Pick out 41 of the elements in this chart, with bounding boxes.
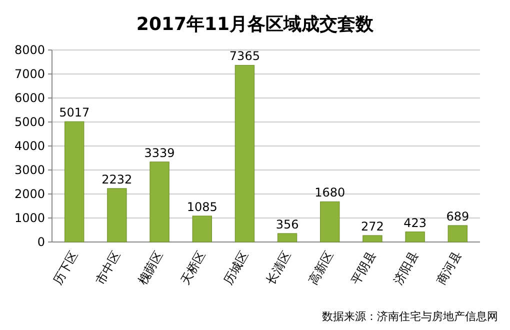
- y-tick-label: 1000: [14, 211, 45, 226]
- y-tick-label: 5000: [14, 115, 45, 130]
- bar: [234, 64, 255, 242]
- data-label: 5017: [59, 106, 90, 120]
- bar: [320, 201, 340, 242]
- bar: [448, 225, 468, 242]
- x-tick-label: 天桥区: [178, 248, 208, 287]
- bar: [277, 233, 298, 242]
- x-tick-label: 历城区: [220, 248, 251, 287]
- y-tick-label: 0: [37, 235, 45, 250]
- data-label: 356: [276, 217, 299, 232]
- data-label: 1085: [186, 200, 218, 214]
- bar: [64, 121, 84, 242]
- x-tick-label: 长清区: [263, 248, 294, 287]
- y-tick-label: 7000: [14, 67, 45, 82]
- y-tick-label: 3000: [14, 163, 45, 178]
- x-tick-label: 平阴县: [348, 248, 379, 287]
- x-tick-label: 济阳县: [391, 248, 422, 287]
- data-label: 7365: [229, 49, 260, 64]
- bar: [405, 232, 425, 242]
- data-label: 3339: [144, 146, 175, 160]
- chart-title: 2017年11月各区域成交套数: [136, 14, 375, 35]
- source-note: 数据来源：济南住宅与房地产信息网: [322, 310, 498, 323]
- y-tick-label: 8000: [14, 43, 45, 58]
- x-tick-label: 槐荫区: [136, 248, 166, 287]
- bar: [107, 188, 127, 242]
- bar: [362, 235, 382, 242]
- y-tick-label: 6000: [14, 91, 45, 106]
- x-tick-label: 历下区: [50, 248, 81, 287]
- bar: [192, 216, 212, 242]
- data-label: 2232: [102, 172, 132, 186]
- bar: [150, 162, 170, 242]
- y-tick-label: 4000: [14, 139, 45, 154]
- data-label: 1680: [314, 186, 346, 200]
- x-tick-label: 市中区: [93, 248, 124, 287]
- x-tick-label: 高新区: [306, 248, 336, 287]
- data-label: 689: [446, 209, 470, 224]
- y-tick-label: 2000: [14, 187, 45, 202]
- data-label: 272: [361, 219, 384, 234]
- x-tick-label: 商河县: [434, 248, 464, 287]
- data-label: 423: [404, 216, 427, 230]
